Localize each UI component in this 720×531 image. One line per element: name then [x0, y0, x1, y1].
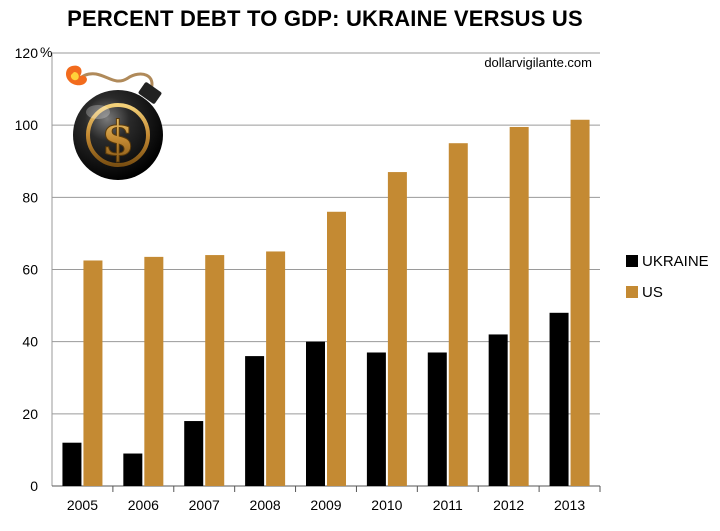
y-tick-label: 60: [22, 262, 38, 278]
x-tick-label: 2008: [250, 497, 281, 513]
y-tick-label: 20: [22, 406, 38, 422]
y-tick-label: 80: [22, 189, 38, 205]
bar-ukraine-2008: [245, 356, 265, 486]
legend-swatch-ukraine: [626, 255, 638, 267]
bar-us-2008: [266, 251, 286, 486]
legend-label-us: US: [642, 284, 663, 301]
bar-us-2007: [205, 255, 225, 486]
bar-us-2012: [509, 126, 529, 487]
chart-title: PERCENT DEBT TO GDP: UKRAINE VERSUS US: [67, 6, 583, 31]
bar-ukraine-2012: [488, 334, 508, 486]
y-tick-label: 40: [22, 334, 38, 350]
legend: UKRAINE US: [626, 253, 709, 301]
source-label: dollarvigilante.com: [484, 55, 592, 70]
bar-ukraine-2009: [306, 341, 325, 486]
legend-label-ukraine: UKRAINE: [642, 253, 709, 270]
x-tick-label: 2007: [189, 497, 220, 513]
x-tick-label: 2012: [493, 497, 524, 513]
legend-swatch-us: [626, 286, 638, 298]
x-axis-ticks: 2005 2006 2007 2008 2009 2010 2011 2012 2013: [67, 486, 601, 513]
x-tick-label: 2006: [128, 497, 159, 513]
bar-us-2006: [144, 256, 164, 486]
bar-ukraine-2011: [427, 352, 447, 486]
y-tick-label: 100: [15, 117, 39, 133]
bar-us-2005: [83, 260, 103, 486]
y-axis-ticks: 0 20 40 60 80 100 120: [15, 45, 39, 494]
x-tick-label: 2009: [310, 497, 341, 513]
bar-us-2009: [327, 211, 346, 486]
bar-us-2013: [570, 119, 590, 487]
bar-ukraine-2005: [62, 442, 82, 486]
bar-ukraine-2006: [123, 453, 143, 486]
y-tick-label: 120: [15, 45, 39, 61]
x-tick-label: 2005: [67, 497, 98, 513]
bars: [62, 119, 590, 487]
bar-ukraine-2007: [184, 421, 204, 486]
dollar-bomb-icon: $: [66, 65, 163, 180]
bar-us-2011: [448, 143, 468, 487]
bar-us-2010: [387, 172, 407, 486]
bar-ukraine-2010: [366, 352, 386, 486]
y-unit-label: %: [40, 44, 52, 60]
x-tick-label: 2010: [371, 497, 402, 513]
bar-ukraine-2013: [549, 312, 569, 486]
x-tick-label: 2011: [433, 497, 463, 513]
grid-lines: [51, 52, 600, 487]
x-tick-label: 2013: [554, 497, 585, 513]
svg-text:$: $: [101, 111, 134, 167]
y-tick-label: 0: [30, 478, 38, 494]
